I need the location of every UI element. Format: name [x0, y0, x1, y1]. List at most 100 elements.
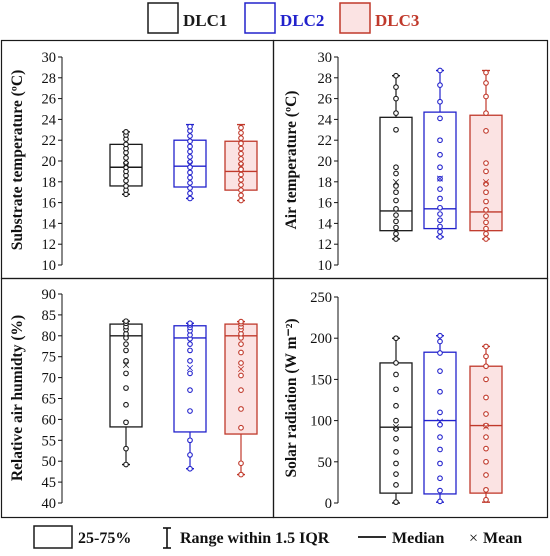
data-point — [238, 197, 244, 204]
box-dlc2: × — [173, 320, 207, 472]
data-point — [393, 126, 399, 133]
data-point — [187, 347, 193, 354]
data-point — [483, 458, 489, 465]
data-point — [483, 69, 489, 76]
data-point — [437, 234, 443, 240]
data-point — [123, 385, 129, 391]
y-tick-label: 100 — [310, 414, 332, 430]
y-tick-label: 10 — [318, 258, 333, 274]
data-point — [238, 150, 244, 157]
data-point — [437, 409, 443, 416]
data-point — [187, 185, 193, 191]
legend-whisker-label: Range within 1.5 IQR — [180, 530, 330, 547]
legend-swatch-dlc1 — [147, 2, 179, 34]
y-tick-label: 200 — [310, 331, 332, 347]
data-point — [437, 228, 443, 235]
data-point — [483, 213, 489, 219]
data-point — [238, 372, 244, 379]
legend-box-swatch — [33, 525, 73, 549]
data-point — [187, 169, 193, 176]
y-tick-label: 16 — [42, 196, 57, 212]
data-point — [483, 80, 489, 86]
data-point — [187, 370, 193, 377]
mean-marker: × — [122, 158, 130, 174]
box-dlc1: × — [109, 129, 143, 198]
data-point — [393, 197, 399, 204]
data-point — [483, 230, 489, 237]
data-point — [123, 401, 129, 408]
data-point — [187, 452, 193, 458]
data-point — [238, 135, 244, 141]
plot-relative-humidity: 40 45 50 55 60 65 70 75 80 85 90 × × × — [42, 287, 258, 512]
data-point — [437, 82, 443, 88]
box-dlc1: × — [379, 72, 413, 242]
data-point — [437, 350, 443, 356]
y-tick-label: 10 — [42, 258, 57, 274]
data-point — [393, 110, 399, 117]
y-tick-label: 80 — [42, 329, 57, 345]
legend-median-label: Median — [392, 530, 445, 547]
data-point — [483, 445, 489, 452]
mean-marker: × — [482, 175, 490, 191]
data-point — [393, 218, 399, 225]
y-tick-label: 50 — [318, 455, 333, 471]
data-point — [238, 424, 244, 431]
data-point — [123, 445, 129, 452]
data-point — [437, 175, 443, 182]
y-tick-label: 150 — [310, 372, 332, 388]
data-point — [393, 371, 399, 378]
y-tick-label: 65 — [42, 392, 57, 408]
mean-marker: × — [436, 172, 444, 188]
box-dlc3: × — [224, 123, 258, 204]
data-point — [437, 211, 443, 217]
data-point — [393, 212, 399, 218]
y-tick-label: 70 — [42, 371, 57, 387]
y-tick-label: 75 — [42, 350, 57, 366]
data-point — [393, 205, 399, 212]
data-point — [187, 159, 193, 165]
y-tick-label: 24 — [42, 112, 57, 128]
y-tick-label: 55 — [42, 433, 57, 449]
data-point — [437, 195, 443, 202]
data-point — [437, 446, 443, 453]
data-point — [123, 160, 129, 166]
data-point — [483, 343, 489, 350]
data-point — [483, 472, 489, 478]
data-point — [437, 137, 443, 144]
data-point — [483, 168, 489, 175]
mean-marker: × — [392, 175, 400, 191]
data-point — [393, 72, 399, 79]
data-point — [437, 338, 443, 345]
data-point — [238, 406, 244, 412]
box-dlc1: × — [379, 335, 413, 506]
data-point — [187, 190, 193, 197]
ylabel-solar-radiation: Solar radiation (W m⁻²) — [283, 318, 300, 477]
legend-label-dlc2: DLC2 — [280, 11, 324, 30]
data-point — [483, 225, 489, 232]
data-point — [238, 318, 244, 325]
data-point — [393, 335, 399, 342]
data-point — [238, 124, 244, 131]
data-point — [238, 156, 244, 162]
data-point — [393, 230, 399, 237]
data-point — [483, 496, 489, 503]
data-point — [437, 475, 443, 482]
data-point — [123, 341, 129, 348]
mean-marker: × — [392, 420, 400, 436]
data-point — [437, 332, 443, 339]
legend-swatch-dlc3 — [339, 2, 371, 34]
data-point — [393, 460, 399, 467]
data-point — [123, 419, 129, 426]
data-point — [483, 198, 489, 205]
y-tick-label: 26 — [42, 92, 57, 108]
y-tick-label: 18 — [318, 175, 333, 191]
data-point — [393, 95, 399, 102]
mean-marker: × — [237, 159, 245, 175]
data-point — [187, 123, 193, 130]
ylabel-relative-humidity: Relative air humidty (%) — [9, 315, 26, 481]
data-point — [393, 170, 399, 177]
data-point — [123, 318, 129, 325]
y-tick-label: 30 — [318, 50, 333, 66]
data-point — [238, 341, 244, 348]
